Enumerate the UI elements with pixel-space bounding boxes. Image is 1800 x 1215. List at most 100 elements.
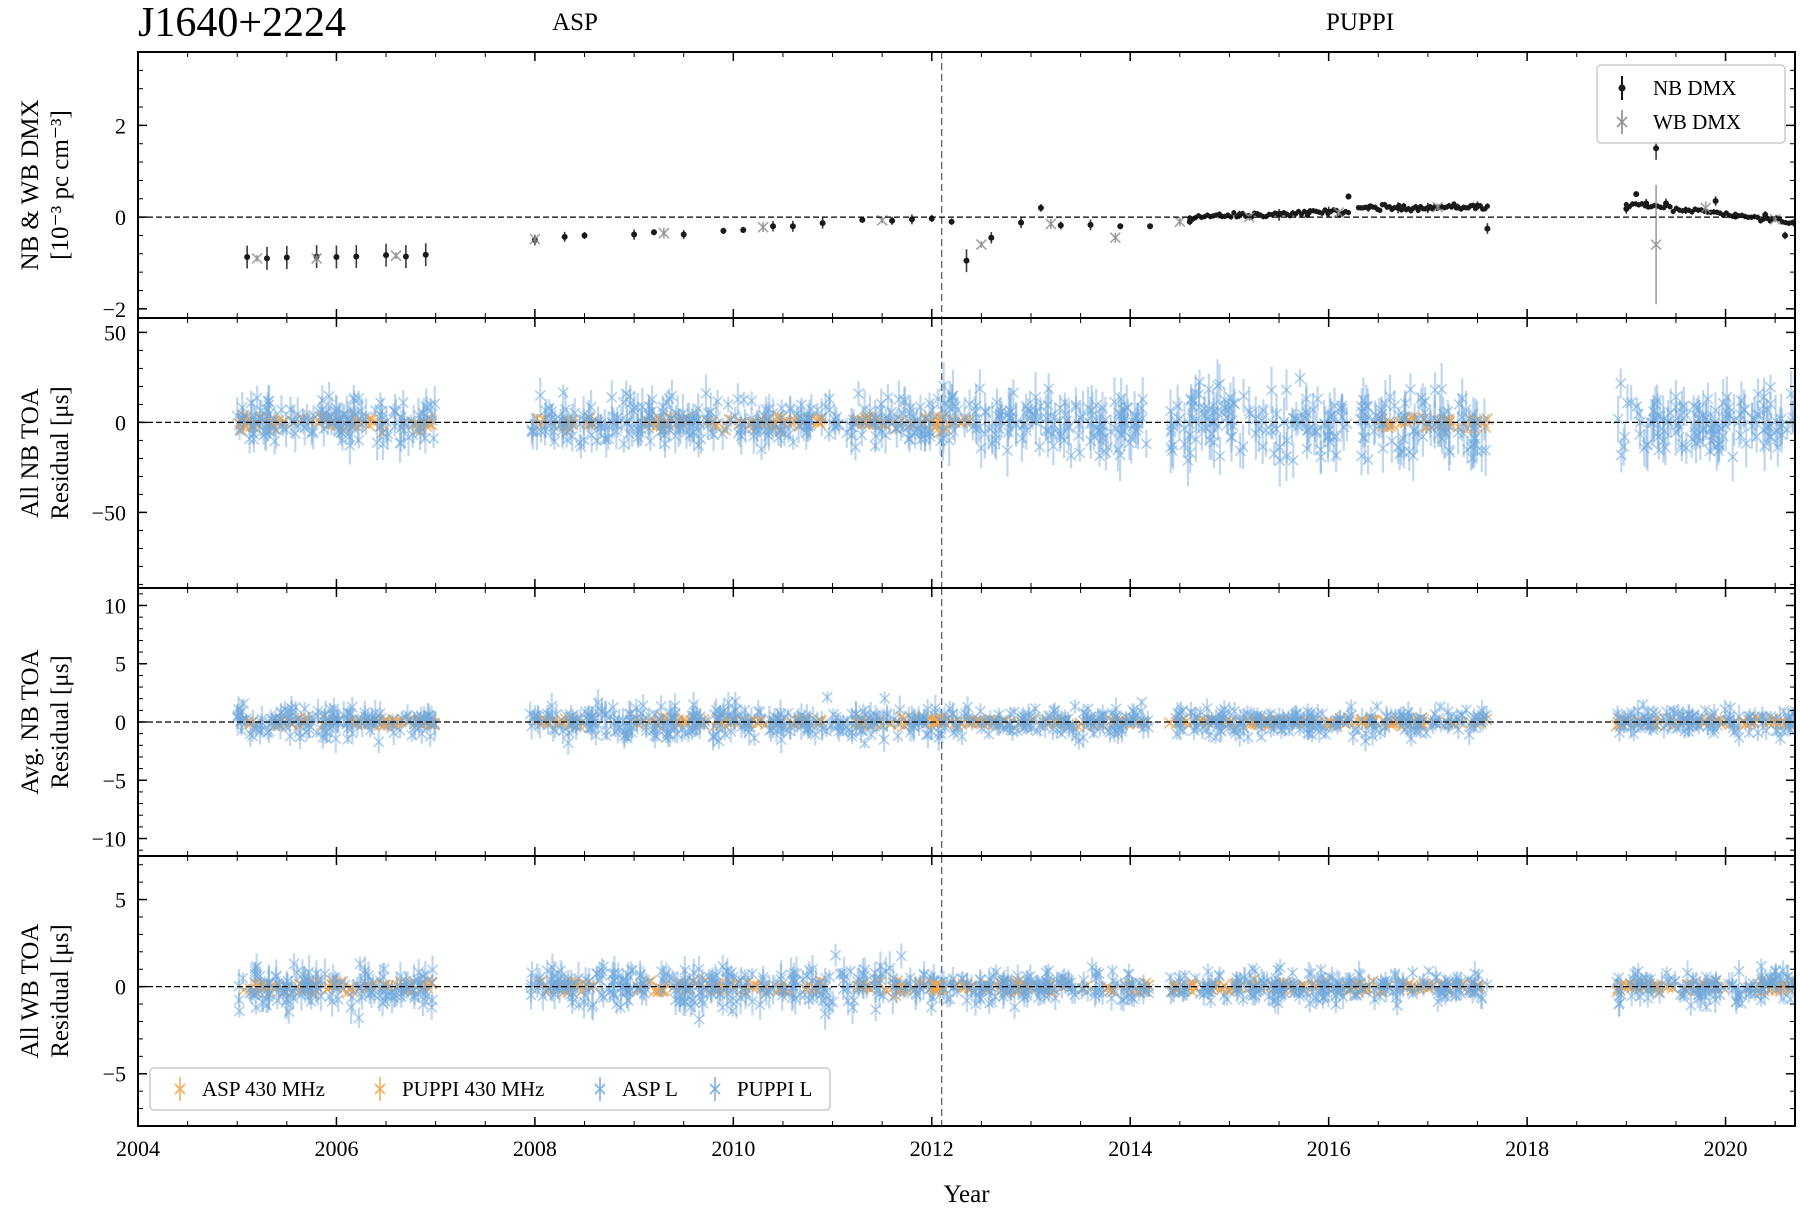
data-point: [669, 722, 681, 735]
data-point: [944, 394, 956, 406]
data-point: [1336, 403, 1348, 415]
data-point: [1670, 391, 1682, 403]
data-point: [980, 406, 992, 418]
data-point: [1688, 421, 1700, 433]
data-point: [936, 712, 949, 725]
data-point: [1688, 400, 1700, 412]
data-point: [1697, 422, 1710, 434]
data-point: [775, 424, 787, 436]
data-point: [233, 424, 246, 436]
data-point: [700, 387, 712, 399]
data-point: [811, 404, 823, 416]
data-point: [1255, 414, 1268, 426]
data-point: [1373, 412, 1385, 424]
series-puppi-l: [937, 359, 1795, 487]
data-point: [1174, 216, 1186, 228]
data-point: [958, 711, 971, 723]
data-point: [1379, 398, 1391, 410]
data-point: [864, 405, 876, 417]
legend: NB DMX WB DMX: [1596, 64, 1786, 144]
data-point: [1704, 445, 1716, 457]
data-point: [643, 417, 655, 429]
data-point: [1341, 418, 1353, 430]
data-point: [687, 699, 700, 711]
data-point: [915, 418, 927, 430]
data-point: [948, 218, 955, 225]
data-point: [903, 433, 915, 445]
data-point: [1776, 429, 1788, 441]
data-point: [1733, 415, 1745, 427]
data-point: [1045, 218, 1057, 230]
data-point: [952, 404, 964, 416]
data-point: [534, 389, 546, 402]
data-point: [546, 700, 558, 712]
data-point: [330, 732, 342, 745]
data-point: [1676, 442, 1688, 454]
data-point: [809, 728, 821, 741]
data-point: [394, 724, 406, 736]
plot-area: [244, 52, 1795, 318]
data-point: [1621, 397, 1634, 409]
data-point: [556, 424, 569, 436]
data-point: [1713, 439, 1725, 451]
backend-label-asp: ASP: [552, 9, 598, 36]
data-point: [1691, 402, 1703, 414]
data-point: [1280, 384, 1293, 396]
data-point: [640, 725, 652, 737]
data-point: [833, 725, 845, 737]
data-point: [823, 428, 835, 440]
data-point: [875, 398, 887, 410]
data-point: [1123, 437, 1136, 449]
data-point: [698, 719, 710, 731]
data-point: [1787, 412, 1795, 424]
data-point: [1435, 421, 1447, 433]
data-point: [290, 714, 302, 726]
data-point: [344, 439, 356, 451]
data-point: [332, 414, 344, 426]
data-point: [1210, 406, 1223, 418]
series-nb-dmx: [244, 136, 1795, 273]
data-point: [722, 398, 734, 411]
data-point: [312, 705, 324, 717]
data-point: [720, 227, 727, 234]
data-point: [979, 428, 991, 440]
data-point: [330, 405, 342, 417]
data-point: [299, 703, 311, 715]
data-point: [1700, 411, 1712, 423]
data-point: [581, 232, 588, 239]
y-tick-label: −2: [103, 297, 126, 322]
data-point: [617, 396, 629, 408]
data-point: [1688, 426, 1701, 438]
data-point: [904, 726, 917, 738]
data-point: [1757, 424, 1769, 436]
data-point: [994, 407, 1006, 420]
data-point: [422, 251, 429, 258]
data-point: [344, 707, 356, 719]
data-point: [429, 398, 441, 410]
data-point: [1717, 397, 1729, 409]
data-point: [411, 710, 423, 722]
data-point: [1466, 452, 1479, 464]
data-point: [876, 426, 888, 439]
series-puppi-l: [936, 696, 1795, 752]
data-point: [1016, 432, 1028, 444]
data-point: [1059, 409, 1071, 421]
series-wb-dmx: [251, 185, 1781, 305]
data-point: [1018, 219, 1025, 226]
data-point: [1739, 404, 1751, 416]
data-point: [1460, 404, 1472, 416]
data-point: [707, 730, 719, 742]
data-point: [1641, 439, 1653, 451]
data-point: [950, 722, 962, 734]
data-point: [254, 726, 266, 738]
data-point: [1395, 446, 1407, 458]
data-point: [1002, 426, 1014, 438]
data-point: [1766, 714, 1779, 727]
data-point: [695, 433, 707, 445]
data-point: [1172, 400, 1184, 412]
data-point: [867, 418, 879, 430]
data-point: [560, 709, 572, 721]
data-point: [330, 417, 342, 430]
data-point: [1694, 435, 1706, 447]
data-point: [939, 721, 951, 733]
